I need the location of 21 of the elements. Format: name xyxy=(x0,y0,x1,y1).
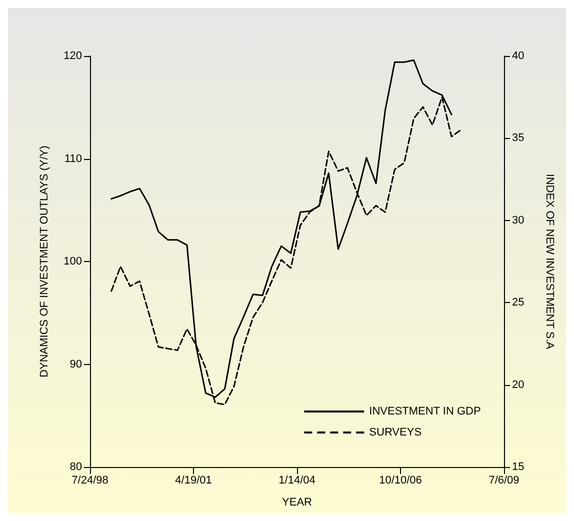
x-tick-label: 4/19/01 xyxy=(175,474,212,486)
x-tick-label: 1/14/04 xyxy=(278,474,316,486)
y-axis-title: DYNAMICS OF INVESTMENT OUTLAYS (Y/Y) xyxy=(38,146,50,378)
y2-tick-label: 35 xyxy=(512,132,524,144)
y-tick-label: 120 xyxy=(64,50,82,62)
x-axis-title: YEAR xyxy=(282,496,312,508)
y-tick-label: 90 xyxy=(70,358,82,370)
x-tick-label: 7/24/98 xyxy=(72,474,108,486)
y2-tick-label: 25 xyxy=(512,296,524,309)
y2-tick-label: 15 xyxy=(512,461,524,473)
x-tick-label: 10/10/06 xyxy=(379,474,422,486)
y-tick-label: 80 xyxy=(70,461,82,473)
y2-tick-label: 30 xyxy=(512,214,524,226)
y-tick-label: 110 xyxy=(64,152,82,165)
y-tick-label: 100 xyxy=(64,256,82,268)
y2-tick-label: 20 xyxy=(512,378,524,391)
legend-label: SURVEYS xyxy=(369,426,422,438)
y2-axis-title: INDEX OF NEW INVESTMENT S.A xyxy=(544,174,556,350)
legend-label: INVESTMENT IN GDP xyxy=(369,406,481,418)
y2-tick-label: 40 xyxy=(512,50,524,62)
x-tick-label: 7/6/09 xyxy=(488,474,520,486)
